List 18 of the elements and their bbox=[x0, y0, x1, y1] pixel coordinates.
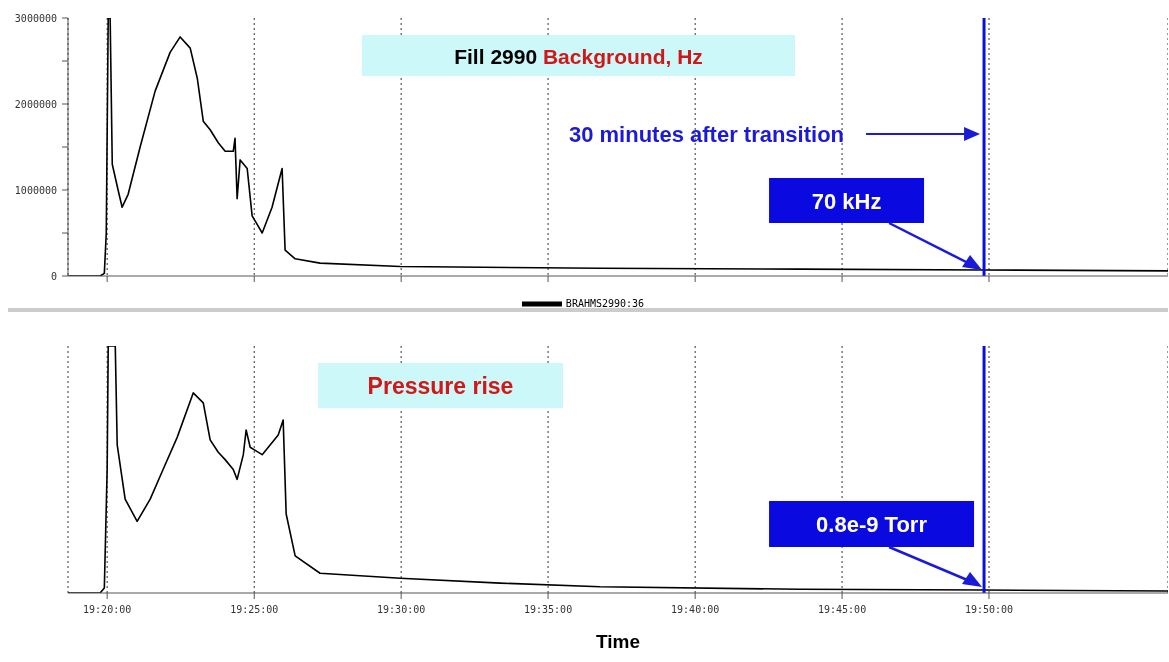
annotation: 30 minutes after transition bbox=[568, 122, 845, 147]
x-tick-label: 19:45:00 bbox=[817, 604, 867, 615]
x-tick-label: 19:50:00 bbox=[964, 604, 1014, 615]
y-tick-label: 2000000 bbox=[14, 99, 57, 110]
x-tick-label: 19:30:00 bbox=[377, 604, 426, 615]
x-tick-label: 19:40:00 bbox=[671, 604, 720, 615]
text: Pressure rise bbox=[367, 372, 514, 399]
legend-label: BRAHMS2990:36 bbox=[565, 298, 645, 309]
annotation: 0.8e-9 Torr bbox=[816, 512, 928, 537]
y-tick-label: 3000000 bbox=[14, 13, 57, 24]
y-tick-label: 0 bbox=[50, 271, 57, 282]
y-tick-label: 1000000 bbox=[14, 185, 57, 196]
text: Fill 2990 Background, Hz bbox=[454, 44, 703, 68]
x-tick-label: 19:35:00 bbox=[523, 604, 573, 615]
x-tick-label: 19:25:00 bbox=[230, 604, 279, 615]
x-axis-title: Time bbox=[595, 631, 641, 652]
annotation: 70 kHz bbox=[811, 188, 882, 214]
x-tick-label: 19:20:00 bbox=[83, 604, 132, 615]
